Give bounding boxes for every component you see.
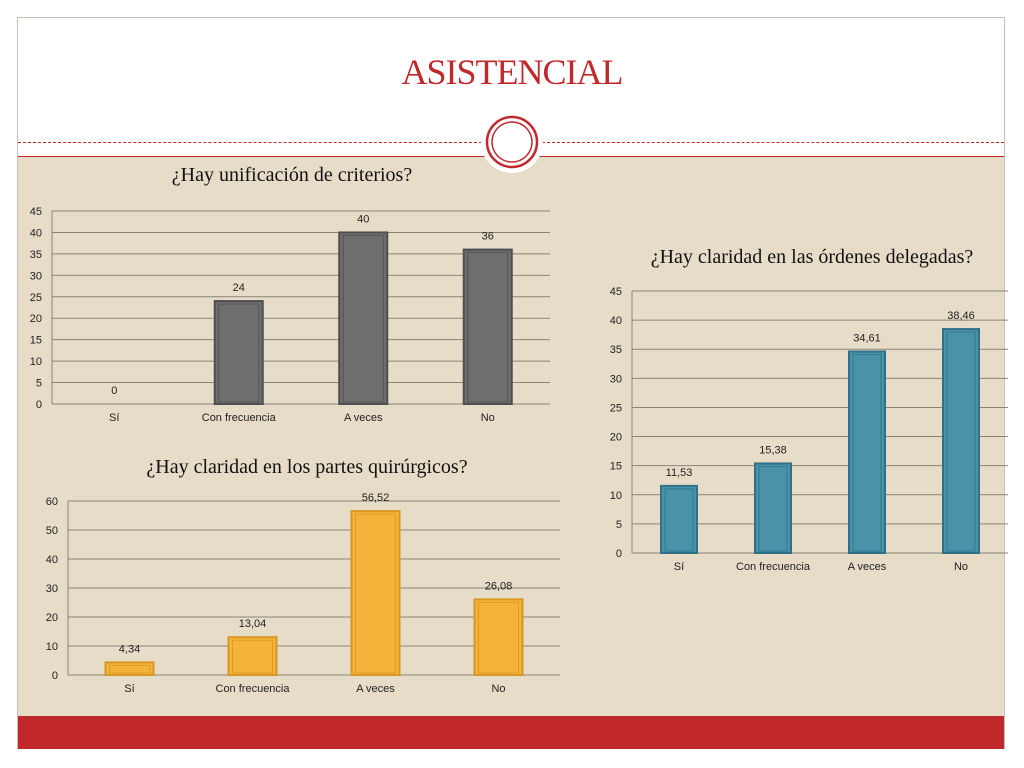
data-label: 11,53 — [666, 467, 693, 479]
y-tick-label: 30 — [46, 583, 58, 595]
y-tick-label: 20 — [610, 432, 622, 444]
y-tick-label: 30 — [610, 373, 622, 385]
x-tick-label: Con frecuencia — [216, 683, 291, 695]
y-tick-label: 60 — [46, 496, 58, 508]
bar — [462, 248, 513, 405]
data-label: 4,34 — [119, 643, 140, 655]
x-tick-label: No — [954, 561, 968, 573]
bar-inner-outline — [664, 488, 694, 552]
bar — [660, 484, 698, 554]
data-label: 34,61 — [853, 332, 881, 344]
bar — [213, 300, 264, 406]
y-tick-label: 40 — [610, 315, 622, 327]
data-label: 56,52 — [362, 492, 390, 504]
bar — [473, 598, 524, 676]
x-tick-label: A veces — [356, 683, 395, 695]
bar-inner-outline — [232, 639, 273, 674]
y-tick-label: 45 — [610, 286, 622, 298]
x-tick-label: Sí — [674, 561, 684, 573]
bar — [848, 350, 886, 554]
y-tick-label: 40 — [46, 554, 58, 566]
x-tick-label: Sí — [109, 412, 119, 424]
y-tick-label: 20 — [30, 313, 42, 325]
x-tick-label: A veces — [848, 561, 887, 573]
data-label: 40 — [357, 213, 369, 225]
header-divider-left — [18, 142, 482, 143]
y-tick-label: 10 — [46, 641, 58, 653]
bar — [942, 328, 980, 554]
x-tick-label: A veces — [344, 412, 383, 424]
y-tick-label: 15 — [610, 461, 622, 473]
chart-1-title: ¿Hay unificación de criterios? — [171, 164, 413, 186]
y-tick-label: 35 — [30, 249, 42, 261]
x-tick-label: Con frecuencia — [736, 561, 811, 573]
x-tick-label: Sí — [124, 683, 134, 695]
bar — [754, 462, 792, 554]
y-tick-label: 5 — [616, 519, 622, 531]
bar-inner-outline — [109, 665, 150, 674]
y-tick-label: 45 — [30, 206, 42, 218]
chart-3-title: ¿Hay claridad en las órdenes delegadas? — [650, 246, 974, 268]
y-tick-label: 5 — [36, 378, 42, 390]
y-tick-label: 10 — [30, 356, 42, 368]
bar-inner-outline — [218, 303, 260, 403]
data-label: 24 — [233, 282, 245, 294]
y-tick-label: 35 — [610, 344, 622, 356]
data-label: 0 — [111, 385, 117, 397]
chart-2-title: ¿Hay claridad en los partes quirúrgicos? — [146, 456, 468, 478]
y-tick-label: 40 — [30, 227, 42, 239]
slide-title: ASISTENCIAL — [401, 52, 624, 92]
y-tick-label: 10 — [610, 490, 622, 502]
y-tick-label: 20 — [46, 612, 58, 624]
x-tick-label: Con frecuencia — [202, 412, 277, 424]
y-tick-label: 0 — [616, 548, 622, 560]
x-tick-label: No — [481, 412, 495, 424]
bar-inner-outline — [478, 601, 519, 674]
y-tick-label: 25 — [30, 292, 42, 304]
data-label: 38,46 — [947, 310, 975, 322]
y-tick-label: 0 — [36, 399, 42, 411]
bar — [227, 636, 278, 677]
bar-inner-outline — [342, 235, 384, 403]
data-label: 36 — [482, 231, 494, 243]
bar — [338, 231, 389, 405]
data-label: 15,38 — [759, 444, 787, 456]
y-tick-label: 0 — [52, 670, 58, 682]
data-label: 26,08 — [485, 580, 513, 592]
bar-inner-outline — [852, 354, 882, 552]
y-tick-label: 25 — [610, 402, 622, 414]
y-tick-label: 30 — [30, 270, 42, 282]
footer-bar — [18, 716, 1004, 749]
bar-inner-outline — [355, 513, 396, 674]
circle-ornament-icon — [481, 111, 543, 173]
y-tick-label: 50 — [46, 525, 58, 537]
x-tick-label: No — [491, 683, 505, 695]
data-label: 13,04 — [239, 618, 267, 630]
bar — [350, 510, 401, 677]
header-divider-right — [542, 142, 1004, 143]
bar-inner-outline — [467, 252, 509, 403]
bar-inner-outline — [758, 466, 788, 552]
y-tick-label: 15 — [30, 335, 42, 347]
bar-inner-outline — [946, 331, 976, 552]
